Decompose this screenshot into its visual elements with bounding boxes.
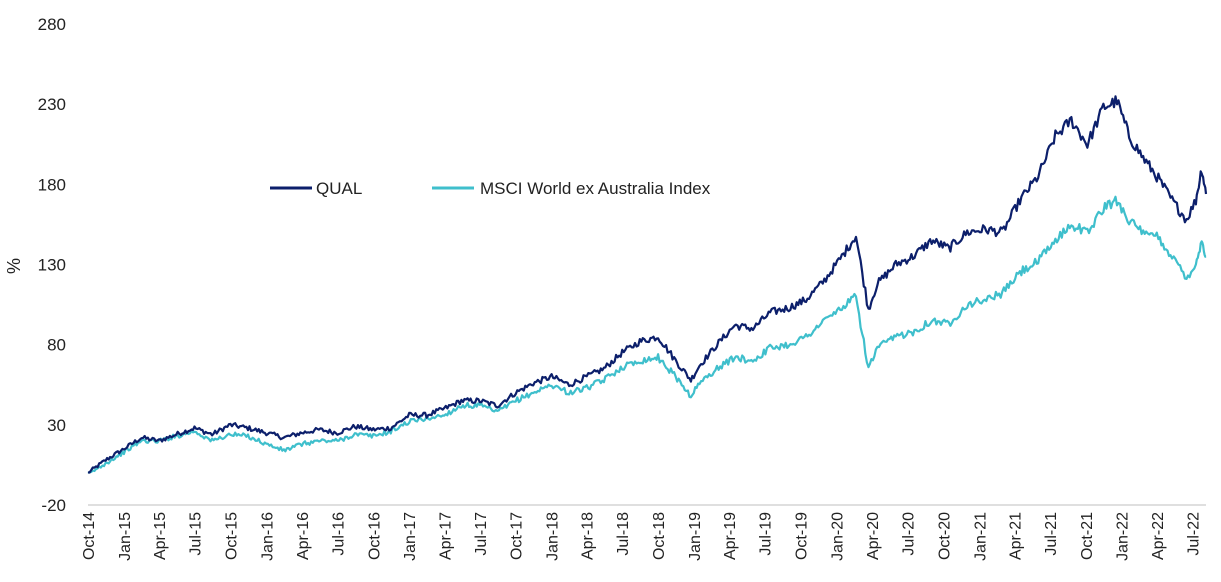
x-tick-label: Oct-15 [223, 512, 240, 560]
series-line-msci [87, 195, 1207, 474]
x-tick-label: Apr-18 [580, 512, 597, 560]
x-tick-label: Jan-19 [687, 512, 704, 561]
legend-label-msci: MSCI World ex Australia Index [480, 179, 711, 198]
x-tick-label: Jul-15 [188, 512, 205, 556]
x-tick-label: Jul-21 [1043, 512, 1060, 556]
x-tick-label: Jan-16 [259, 512, 276, 561]
x-tick-label: Oct-18 [651, 512, 668, 560]
x-tick-label: Jan-18 [545, 512, 562, 561]
x-tick-label: Jul-19 [758, 512, 775, 556]
x-tick-label: Jul-17 [473, 512, 490, 556]
x-tick-label: Oct-21 [1079, 512, 1096, 560]
x-tick-label: Apr-16 [295, 512, 312, 560]
x-tick-label: Apr-21 [1007, 512, 1024, 560]
x-tick-label: Jul-16 [330, 512, 347, 556]
y-tick-label: 230 [38, 95, 66, 114]
y-tick-label: 30 [47, 416, 66, 435]
legend-label-qual: QUAL [316, 179, 362, 198]
x-tick-label: Jan-21 [972, 512, 989, 561]
x-tick-label: Jul-18 [615, 512, 632, 556]
x-tick-label: Apr-17 [437, 512, 454, 560]
x-tick-label: Jul-22 [1185, 512, 1202, 556]
series-lines [87, 95, 1208, 474]
x-tick-label: Apr-22 [1150, 512, 1167, 560]
x-tick-label: Jan-15 [117, 512, 134, 561]
x-tick-label: Oct-19 [794, 512, 811, 560]
x-tick-label: Apr-20 [865, 512, 882, 560]
x-tick-label: Oct-20 [936, 512, 953, 560]
x-tick-label: Apr-15 [152, 512, 169, 560]
y-tick-label: 80 [47, 336, 66, 355]
x-tick-label: Oct-17 [509, 512, 526, 560]
y-tick-label: 130 [38, 256, 66, 275]
x-tick-label: Jan-17 [402, 512, 419, 561]
y-tick-label: 180 [38, 175, 66, 194]
y-axis-ticks: -20 30 80 130 180 230 280 [38, 15, 66, 515]
x-tick-label: Apr-19 [722, 512, 739, 560]
legend: QUAL MSCI World ex Australia Index [270, 179, 711, 198]
y-axis-label: % [4, 258, 24, 274]
x-tick-label: Jan-20 [829, 512, 846, 561]
x-tick-label: Jan-22 [1115, 512, 1132, 561]
x-tick-label: Oct-16 [366, 512, 383, 560]
x-tick-label: Oct-14 [81, 512, 98, 560]
series-line-qual [87, 95, 1208, 474]
x-tick-label: Jul-20 [900, 512, 917, 556]
x-axis-ticks: Oct-14 Jan-15 Apr-15 Jul-15 Oct-15 Jan-16 Apr-… [81, 512, 1202, 561]
y-tick-label: -20 [41, 496, 66, 515]
y-tick-label: 280 [38, 15, 66, 34]
